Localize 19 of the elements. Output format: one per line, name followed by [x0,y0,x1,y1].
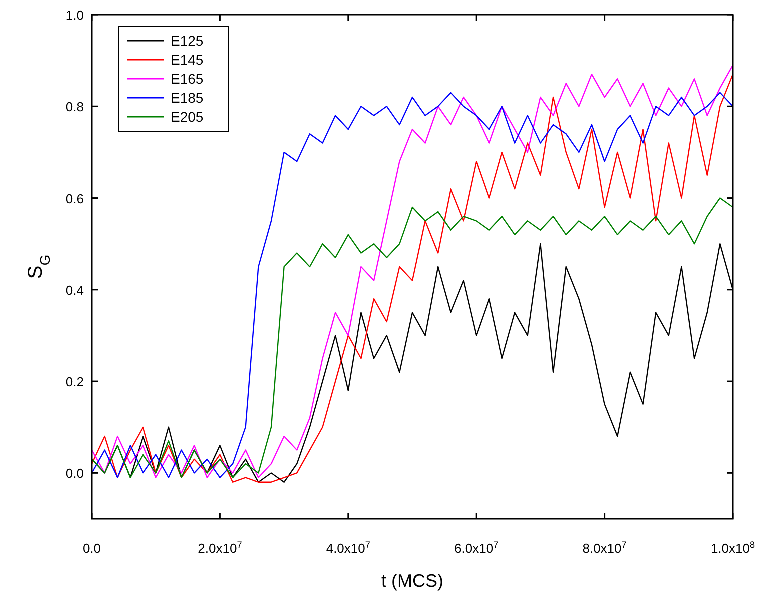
y-tick-label: 0.4 [66,282,84,298]
legend-label: E205 [171,109,204,125]
line-series [91,198,734,478]
x-tick-label: 8.0x10$^{7}$ [582,540,627,556]
y-tick-label: 0.2 [66,374,84,390]
x-tick-label: 2.0x10$^{7}$ [198,540,242,556]
legend-label: E185 [171,90,204,106]
y-tick-label: 0.8 [66,100,84,115]
x-tick-label: 6.0x10$^{7}$ [454,540,499,556]
y-tick-label: 1.0 [66,8,84,23]
x-tick-label: 1.0x10$^{8}$ [710,540,756,556]
legend-label: E145 [171,52,204,68]
legend-label: E125 [171,33,204,49]
legend-label: E165 [171,71,204,87]
x-axis-title: t (MCS) [382,571,444,591]
x-tick-label: 0.0 [82,541,102,556]
y-tick-label: 0.6 [66,191,84,206]
x-tick-label: 4.0x10$^{7}$ [326,540,370,556]
y-tick-label: 0.0 [66,466,84,482]
